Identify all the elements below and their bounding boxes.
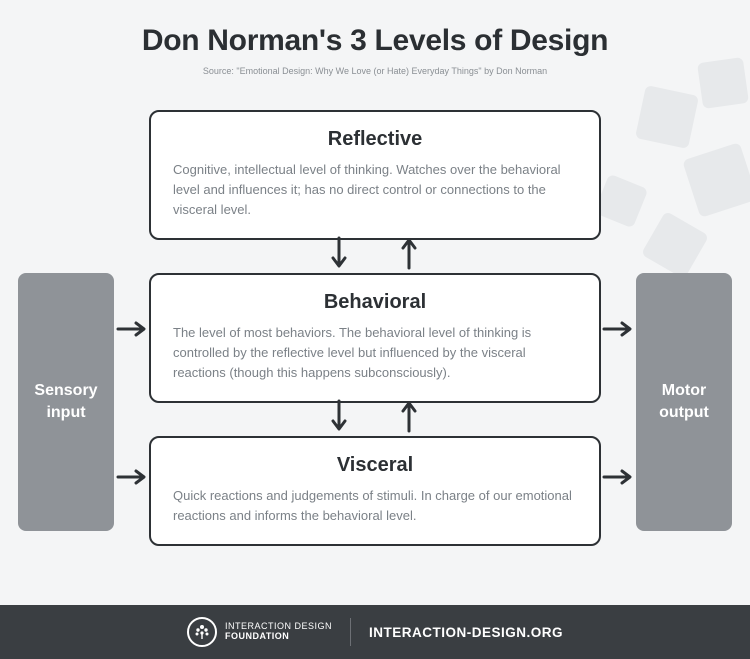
header: Don Norman's 3 Levels of Design Source: …	[0, 0, 750, 76]
footer-divider	[350, 618, 351, 646]
arrow-right-icon	[602, 468, 634, 486]
tree-icon	[187, 617, 217, 647]
arrow-right-icon	[116, 468, 148, 486]
footer-logo-text: INTERACTION DESIGN FOUNDATION	[225, 622, 332, 642]
arrow-right-icon	[602, 320, 634, 338]
level-visceral: Visceral Quick reactions and judgements …	[149, 436, 601, 546]
arrow-down-icon	[330, 236, 348, 270]
arrow-down-icon	[330, 399, 348, 433]
diagram: Reflective Cognitive, intellectual level…	[0, 110, 750, 594]
footer: INTERACTION DESIGN FOUNDATION INTERACTIO…	[0, 605, 750, 659]
arrow-up-icon	[400, 399, 418, 433]
sensory-input-box: Sensory input	[18, 273, 114, 531]
level-reflective-title: Reflective	[173, 128, 577, 151]
motor-output-label: Motor output	[642, 380, 726, 423]
arrow-right-icon	[116, 320, 148, 338]
arrow-up-icon	[400, 236, 418, 270]
footer-url: INTERACTION-DESIGN.ORG	[369, 625, 563, 640]
motor-output-box: Motor output	[636, 273, 732, 531]
level-reflective-desc: Cognitive, intellectual level of thinkin…	[173, 160, 577, 220]
source-line: Source: "Emotional Design: Why We Love (…	[0, 66, 750, 76]
level-visceral-desc: Quick reactions and judgements of stimul…	[173, 486, 577, 526]
level-behavioral: Behavioral The level of most behaviors. …	[149, 273, 601, 403]
level-behavioral-title: Behavioral	[173, 291, 577, 314]
page-title: Don Norman's 3 Levels of Design	[0, 24, 750, 58]
footer-logo: INTERACTION DESIGN FOUNDATION	[187, 617, 332, 647]
bg-shape	[697, 57, 749, 109]
footer-org-line2: FOUNDATION	[225, 632, 332, 642]
level-visceral-title: Visceral	[173, 454, 577, 477]
level-reflective: Reflective Cognitive, intellectual level…	[149, 110, 601, 240]
sensory-input-label: Sensory input	[24, 380, 108, 423]
level-behavioral-desc: The level of most behaviors. The behavio…	[173, 323, 577, 383]
